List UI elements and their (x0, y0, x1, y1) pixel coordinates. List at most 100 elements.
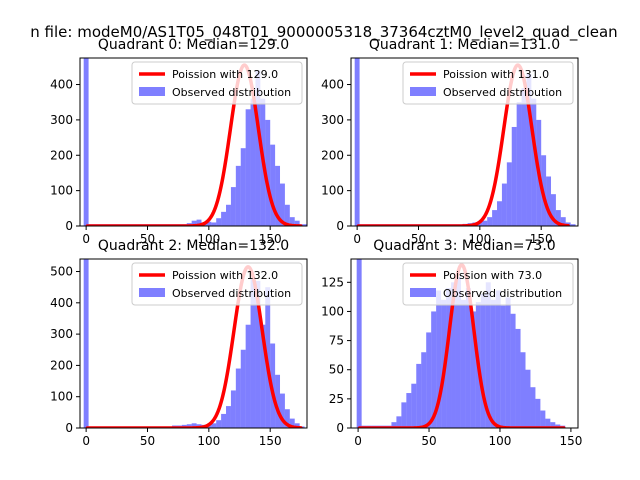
hist-bar (416, 363, 422, 428)
plot-area-0 (83, 58, 307, 226)
hist-bar (289, 418, 295, 428)
x-tick-label: 150 (259, 434, 282, 448)
hist-bar (245, 109, 251, 226)
hist-bar (304, 224, 307, 226)
axes-frame-3 (350, 258, 579, 429)
legend-bar-swatch (139, 87, 165, 96)
subplot-2: 0 50 100 150 0 100 200 300 400 500 Quadrant 2: Med… (50, 238, 308, 448)
legend-box (131, 262, 303, 306)
x-tick-label: 0 (353, 232, 361, 246)
plot-area-2 (83, 259, 305, 428)
x-tick-label: 100 (197, 434, 220, 448)
hist-bar (221, 211, 227, 226)
legend-box (402, 262, 574, 306)
subplot-title-3: Quadrant 3: Median=73.0 (373, 238, 555, 254)
y-tick-label: 300 (50, 113, 73, 127)
hist-bar (465, 288, 471, 428)
hist-bar (216, 420, 222, 428)
hist-bar (487, 217, 493, 226)
hist-bar (497, 201, 502, 226)
axes-frame-2 (79, 258, 308, 429)
hist-bar (245, 324, 251, 428)
hist-bar (411, 383, 417, 428)
hist-bar (270, 144, 276, 226)
x-tick-label: 50 (140, 434, 155, 448)
hist-bar (275, 165, 281, 226)
y-tick-label: 125 (321, 275, 344, 289)
y-tick-label: 0 (336, 421, 344, 435)
x-tick-label: 0 (354, 434, 362, 448)
y-tick-label: 100 (321, 304, 344, 318)
hist-bar (426, 332, 432, 428)
legend-3: Poission with 73.0 Observed distribution (402, 262, 574, 306)
hist-bar (470, 311, 476, 428)
legend-box (131, 61, 303, 105)
y-tick-label: 200 (50, 358, 73, 372)
hist-bar (516, 102, 522, 226)
y-tick-label: 75 (329, 334, 344, 348)
legend-1: Poission with 131.0 Observed distribution (402, 61, 574, 105)
y-tick-label: 100 (321, 184, 344, 198)
hist-bar (460, 299, 466, 428)
legend-entry: Poission with 129.0 (172, 68, 278, 81)
hist-bar (294, 423, 300, 428)
y-tick-label: 200 (50, 148, 73, 162)
hist-bar (431, 311, 437, 428)
hist-bar (250, 277, 256, 428)
hist-bar (555, 210, 561, 226)
hist-bar (406, 393, 412, 428)
hist-bar (531, 98, 537, 226)
hist-bar (520, 352, 526, 428)
legend-box (402, 61, 574, 105)
hist-bar (216, 218, 222, 226)
y-tick-label: 400 (50, 78, 73, 92)
hist-bar (540, 410, 546, 428)
hist-bar (480, 293, 486, 428)
legend-entry: Observed distribution (443, 86, 562, 99)
hist-bar (206, 221, 212, 226)
y-tick-label: 300 (321, 113, 344, 127)
hist-bar (83, 58, 89, 226)
hist-bar (265, 119, 271, 226)
hist-bar (354, 58, 360, 226)
x-tick-label: 100 (489, 434, 512, 448)
x-tick-label: 150 (259, 232, 282, 246)
x-tick-label: 150 (530, 232, 553, 246)
y-tick-label: 100 (50, 390, 73, 404)
hist-bar (186, 424, 192, 428)
y-tick-label: 400 (50, 296, 73, 310)
hist-bar (226, 204, 231, 226)
y-tick-label: 200 (321, 148, 344, 162)
x-tick-label: 0 (82, 232, 90, 246)
hist-bar (240, 148, 246, 226)
legend-entry: Poission with 131.0 (443, 68, 549, 81)
legend-entry: Poission with 73.0 (443, 269, 542, 282)
hist-bar (260, 324, 266, 428)
y-tick-label: 0 (65, 421, 73, 435)
hist-bar (191, 423, 197, 428)
axes-frame-0 (79, 57, 308, 227)
hist-bar (492, 210, 498, 226)
hist-bar (526, 73, 532, 226)
x-tick-label: 150 (559, 434, 582, 448)
hist-bar (490, 299, 496, 428)
hist-bar (280, 393, 285, 428)
subplot-3: 0 50 100 150 0 25 50 75 100 125 Quadrant 3: Median… (321, 238, 582, 448)
hist-bar (221, 413, 227, 428)
hist-bar (196, 219, 202, 226)
hist-bar (485, 282, 491, 428)
hist-bar (446, 288, 452, 428)
legend-entry: Poission with 132.0 (172, 269, 278, 282)
hist-bar (294, 220, 300, 226)
hist-bar (275, 374, 281, 428)
legend-bar-swatch (410, 87, 436, 96)
hist-bar (525, 369, 531, 428)
legend-2: Poission with 132.0 Observed distribution (131, 262, 303, 306)
hist-bar (550, 422, 556, 428)
hist-bar (436, 290, 442, 428)
hist-bar (391, 422, 397, 428)
hist-bar (546, 176, 552, 226)
hist-bar (505, 297, 511, 428)
x-tick-label: 50 (411, 232, 426, 246)
